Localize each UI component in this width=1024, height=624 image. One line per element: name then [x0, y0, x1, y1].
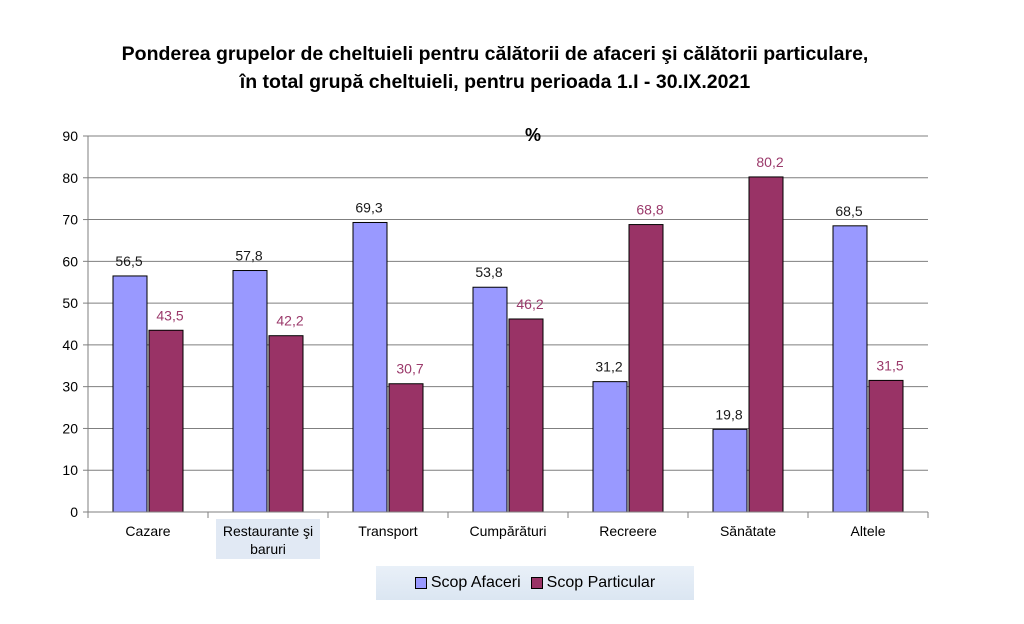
legend-label-particular: Scop Particular: [546, 574, 656, 591]
bar-particular: [388, 383, 424, 513]
category-label: Cazare: [125, 523, 170, 539]
bar-particular: [748, 176, 784, 513]
bar-afaceri: [832, 225, 868, 513]
data-label-particular: 46,2: [516, 296, 543, 312]
bar-afaceri: [472, 286, 508, 513]
data-label-afaceri: 68,5: [835, 203, 862, 219]
category-label: baruri: [250, 541, 286, 557]
y-tick-label: 90: [62, 128, 78, 144]
data-label-afaceri: 31,2: [595, 359, 622, 375]
y-tick-label: 40: [62, 337, 78, 353]
data-label-particular: 31,5: [876, 357, 903, 373]
category-label: Cumpărături: [469, 523, 546, 539]
category-label-bg: [216, 519, 320, 559]
bar-particular: [508, 318, 544, 513]
chart-title: Ponderea grupelor de cheltuieli pentru c…: [0, 40, 990, 96]
data-label-afaceri: 56,5: [115, 253, 142, 269]
data-label-afaceri: 57,8: [235, 248, 262, 264]
data-label-afaceri: 19,8: [715, 406, 742, 422]
bar-particular: [268, 335, 304, 513]
legend: Scop Afaceri Scop Particular: [376, 566, 694, 600]
bar-particular: [148, 329, 184, 513]
y-tick-label: 0: [70, 504, 78, 520]
legend-item-particular: Scop Particular: [530, 574, 656, 592]
data-label-particular: 68,8: [636, 202, 663, 218]
bar-afaceri: [112, 275, 148, 513]
category-label: Restaurante şi: [223, 523, 313, 539]
y-tick-label: 10: [62, 462, 78, 478]
y-tick-label: 60: [62, 253, 78, 269]
y-tick-label: 20: [62, 420, 78, 436]
legend-swatch-particular: [530, 577, 543, 589]
data-label-particular: 43,5: [156, 307, 183, 323]
bar-afaceri: [352, 221, 388, 513]
legend-item-afaceri: Scop Afaceri: [414, 574, 521, 592]
category-label: Recreere: [599, 523, 657, 539]
y-tick-label: 70: [62, 212, 78, 228]
bars: 56,5 43,5 57,8 42,2 69,3 30,7 53,8 46,2 31,2 68,8…: [112, 154, 904, 513]
y-tick-label: 30: [62, 379, 78, 395]
y-tick-label: 50: [62, 295, 78, 311]
legend-label-afaceri: Scop Afaceri: [430, 574, 521, 591]
bar-afaceri: [232, 270, 268, 513]
gridlines: [88, 135, 928, 471]
data-label-afaceri: 53,8: [475, 264, 502, 280]
data-label-particular: 42,2: [276, 313, 303, 329]
category-label: Altele: [850, 523, 885, 539]
chart-title-line-1: Ponderea grupelor de cheltuieli pentru c…: [121, 43, 869, 65]
data-label-particular: 80,2: [756, 154, 783, 170]
unit-label: %: [525, 125, 541, 145]
bar-particular: [868, 379, 904, 513]
y-axis: 0 10 20 30 40 50 60 70 80 90: [62, 128, 89, 520]
category-label: Sănătate: [720, 523, 776, 539]
y-tick-label: 80: [62, 170, 78, 186]
bar-afaceri: [592, 381, 628, 513]
data-label-particular: 30,7: [396, 361, 423, 377]
legend-swatch-afaceri: [414, 577, 427, 589]
data-label-afaceri: 69,3: [355, 199, 382, 215]
chart-title-line-2: în total grupă cheltuieli, pentru perioa…: [239, 71, 751, 93]
bar-particular: [628, 224, 664, 513]
x-axis: Cazare Restaurante şi baruri Transport Cumpă…: [83, 511, 929, 559]
bar-afaceri: [712, 428, 748, 513]
category-label: Transport: [358, 523, 418, 539]
